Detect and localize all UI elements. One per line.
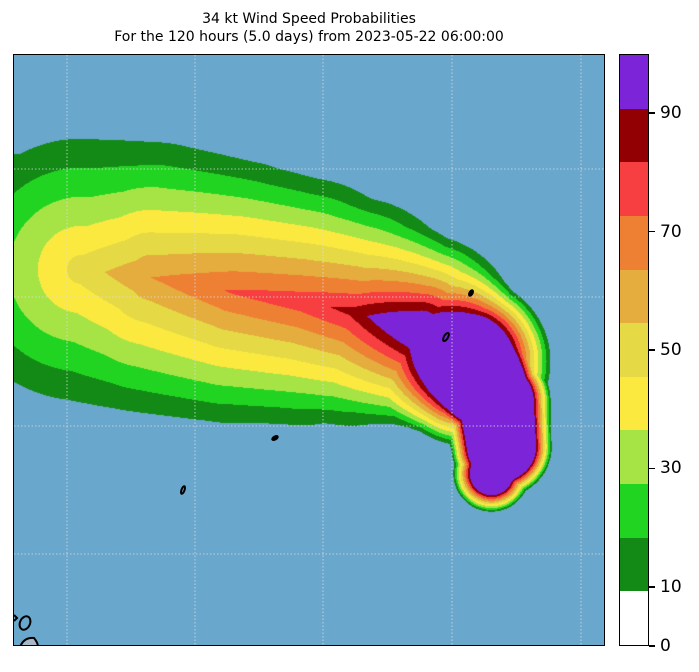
colorbar-tick [649, 467, 655, 470]
colorbar-segment-100 [620, 54, 648, 109]
colorbar-segment-80 [620, 162, 648, 216]
island [180, 485, 186, 495]
colorbar-tick [649, 230, 655, 233]
graticule [14, 55, 604, 645]
coast [19, 636, 39, 645]
island [271, 435, 279, 441]
island [18, 615, 32, 631]
colorbar-segment-20 [620, 484, 648, 538]
island [442, 331, 450, 343]
colorbar-tick [649, 645, 655, 647]
colorbar-segment-70 [620, 215, 648, 270]
colorbar-tick-label: 90 [660, 103, 682, 124]
island [468, 289, 474, 297]
colorbar [619, 54, 649, 646]
colorbar-segment-60 [620, 269, 648, 324]
colorbar-tick [649, 349, 655, 351]
coastlines [14, 289, 474, 645]
coast [14, 614, 19, 622]
colorbar-segment-0 [620, 591, 648, 645]
colorbar-tick-label: 0 [660, 636, 671, 656]
map-overlay [14, 55, 604, 645]
colorbar-tick [649, 112, 655, 114]
colorbar-segment-50 [620, 323, 648, 377]
colorbar-tick [649, 586, 655, 588]
wind-probability-field [14, 55, 604, 645]
probability-map [13, 54, 605, 646]
colorbar-tick-label: 70 [660, 221, 682, 242]
colorbar-segment-90 [620, 108, 648, 163]
chart-title: 34 kt Wind Speed Probabilities [202, 11, 416, 27]
colorbar-segment-30 [620, 430, 648, 485]
colorbar-tick-label: 50 [660, 340, 682, 360]
chart-subtitle: For the 120 hours (5.0 days) from 2023-0… [114, 29, 504, 45]
colorbar-tick-label: 30 [660, 458, 682, 479]
colorbar-tick-label: 10 [660, 576, 682, 597]
colorbar-segment-40 [620, 376, 648, 431]
colorbar-segment-10 [620, 537, 648, 592]
